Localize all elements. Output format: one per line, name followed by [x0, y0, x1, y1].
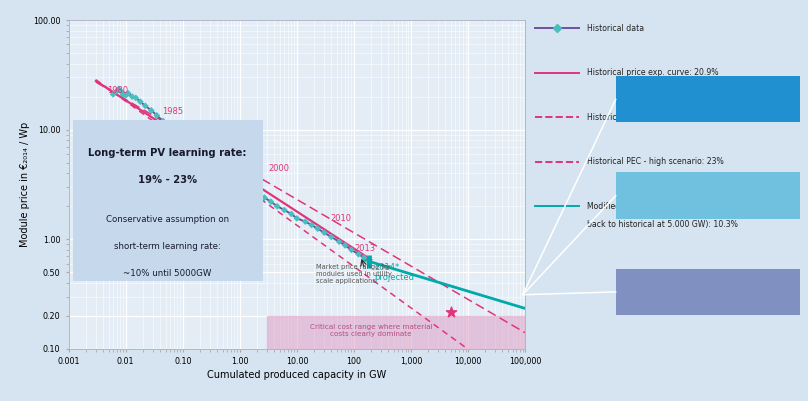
Text: 19% - 23%: 19% - 23% [138, 175, 197, 185]
Point [231, 176, 244, 183]
Point [225, 172, 238, 179]
Text: 2014*
projected: 2014* projected [375, 263, 415, 282]
Point [197, 152, 210, 159]
Point [444, 308, 457, 315]
Point [264, 198, 277, 205]
Point [126, 93, 139, 100]
Text: 2010: 2010 [330, 214, 351, 223]
Point [186, 142, 199, 148]
Text: short-term learning rate:: short-term learning rate: [114, 242, 221, 251]
X-axis label: Cumulated produced capacity in GW: Cumulated produced capacity in GW [208, 371, 386, 381]
Text: 140-210 EUR/kWp: 140-210 EUR/kWp [660, 296, 755, 304]
Point [107, 91, 120, 97]
Point [129, 95, 142, 101]
Text: 1990: 1990 [202, 130, 223, 139]
Point [145, 107, 158, 113]
Point [325, 234, 338, 240]
Point [162, 122, 175, 128]
Text: Historical PEC - low scenario: 19%: Historical PEC - low scenario: 19% [587, 113, 720, 122]
Point [204, 158, 217, 164]
FancyBboxPatch shape [608, 268, 807, 316]
Point [339, 242, 351, 249]
Point [285, 211, 298, 217]
FancyBboxPatch shape [608, 172, 807, 219]
Point [219, 169, 232, 175]
Point [139, 103, 152, 109]
Text: Historical data: Historical data [587, 24, 644, 32]
Point [211, 164, 224, 170]
Point [271, 203, 284, 209]
Point [150, 112, 163, 119]
Y-axis label: Module price in €₂₀₁₄ / Wp: Module price in €₂₀₁₄ / Wp [20, 122, 30, 247]
Text: Historical PEC - high scenario: 23%: Historical PEC - high scenario: 23% [587, 157, 724, 166]
Text: 2013: 2013 [354, 244, 375, 253]
Point [352, 251, 365, 257]
Text: Scenario 1:: Scenario 1: [678, 87, 738, 95]
Text: 2000: 2000 [269, 164, 290, 173]
Point [120, 92, 133, 99]
Text: 1995: 1995 [234, 176, 255, 186]
Text: Modified price exp. curve (coming: Modified price exp. curve (coming [587, 202, 720, 211]
Point [243, 185, 256, 192]
Point [362, 258, 375, 265]
Point [157, 118, 170, 124]
Text: Scenario 3:: Scenario 3: [678, 183, 738, 192]
Point [250, 190, 263, 196]
Point [278, 207, 291, 213]
Point [237, 181, 250, 187]
Text: 270-360 EUR/kWp: 270-360 EUR/kWp [660, 103, 755, 112]
Text: ~10% until 5000GW: ~10% until 5000GW [124, 269, 212, 278]
Point [311, 225, 324, 232]
FancyBboxPatch shape [608, 75, 807, 123]
Text: Critical cost range where material
costs clearly dominate: Critical cost range where material costs… [310, 324, 432, 337]
Point [116, 89, 128, 95]
Text: Long-term PV learning rate:: Long-term PV learning rate: [88, 148, 247, 158]
Point [111, 88, 124, 94]
Point [299, 219, 312, 225]
Point [305, 222, 318, 228]
Point [191, 147, 204, 153]
Point [167, 128, 180, 134]
Text: 1985: 1985 [162, 107, 183, 116]
Text: 1980: 1980 [107, 85, 128, 95]
Text: 180-260 EUR/kWp: 180-260 EUR/kWp [660, 199, 755, 208]
Point [318, 229, 330, 236]
Point [122, 90, 135, 96]
Point [290, 215, 303, 222]
Point [180, 137, 193, 144]
Point [345, 247, 358, 253]
Point [112, 86, 125, 92]
Point [333, 239, 346, 245]
Text: Conservative assumption on: Conservative assumption on [106, 215, 229, 224]
FancyBboxPatch shape [69, 117, 267, 284]
Point [116, 91, 129, 97]
Point [258, 194, 271, 201]
Point [358, 254, 371, 261]
Point [174, 133, 187, 139]
Text: Historical price exp. curve: 20.9%: Historical price exp. curve: 20.9% [587, 68, 718, 77]
Point [134, 99, 147, 105]
Text: Scenario 4:: Scenario 4: [678, 279, 738, 288]
Text: back to historical at 5.000 GW): 10.3%: back to historical at 5.000 GW): 10.3% [587, 220, 738, 229]
Text: Market price range for
modules used in utility
scale applications: Market price range for modules used in u… [317, 263, 393, 284]
